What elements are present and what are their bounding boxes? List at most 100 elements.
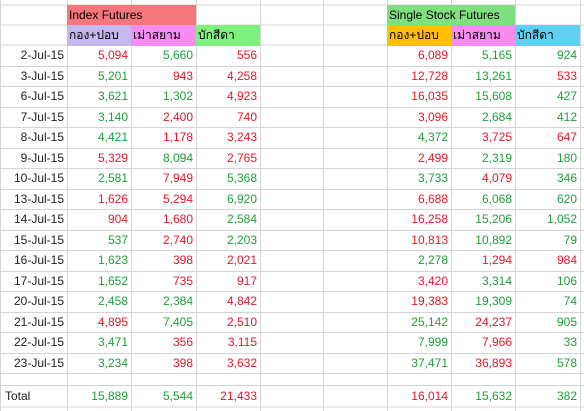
single-header-3[interactable]: บักสีดา xyxy=(515,25,580,46)
index-value-cell[interactable]: 2,740 xyxy=(162,232,193,247)
single-value-cell[interactable]: 2,278 xyxy=(417,253,448,267)
index-value-cell[interactable]: 5,094 xyxy=(97,48,128,62)
index-value-cell[interactable]: 2,765 xyxy=(226,150,257,165)
single-value-cell[interactable]: 36,893 xyxy=(475,355,512,370)
single-value-cell[interactable]: 19,383 xyxy=(411,294,448,308)
single-value-cell[interactable]: 13,261 xyxy=(475,68,512,83)
index-value-cell[interactable]: 7,405 xyxy=(162,314,193,329)
single-value-cell[interactable]: 533 xyxy=(556,68,577,83)
single-value-cell[interactable]: 37,471 xyxy=(411,355,448,370)
single-value-cell[interactable]: 3,420 xyxy=(417,273,448,288)
index-value-cell[interactable]: 4,842 xyxy=(226,294,257,308)
single-value-cell[interactable]: 16,258 xyxy=(411,212,448,226)
date-cell[interactable]: 15-Jul-15 xyxy=(13,232,64,247)
index-value-cell[interactable]: 3,243 xyxy=(226,130,257,144)
date-cell[interactable]: 13-Jul-15 xyxy=(13,191,64,206)
index-total-cell[interactable]: 21,433 xyxy=(220,389,257,403)
index-value-cell[interactable]: 2,510 xyxy=(226,314,257,329)
single-value-cell[interactable]: 7,966 xyxy=(481,335,512,349)
single-value-cell[interactable]: 7,999 xyxy=(417,335,448,349)
single-header-2[interactable]: เม่าสยาม xyxy=(451,25,515,46)
single-value-cell[interactable]: 578 xyxy=(556,355,577,370)
index-value-cell[interactable]: 5,201 xyxy=(97,68,128,83)
date-cell[interactable]: 17-Jul-15 xyxy=(13,273,64,288)
single-value-cell[interactable]: 2,319 xyxy=(481,150,512,165)
single-value-cell[interactable]: 984 xyxy=(556,253,577,267)
index-value-cell[interactable]: 356 xyxy=(172,335,193,349)
date-cell[interactable]: 9-Jul-15 xyxy=(20,150,64,165)
date-cell[interactable]: 20-Jul-15 xyxy=(13,294,64,308)
single-value-cell[interactable]: 25,142 xyxy=(411,314,448,329)
single-value-cell[interactable]: 5,165 xyxy=(481,48,512,62)
index-futures-group-header[interactable]: Index Futures xyxy=(67,5,196,26)
index-value-cell[interactable]: 6,920 xyxy=(226,191,257,206)
single-value-cell[interactable]: 15,206 xyxy=(475,212,512,226)
single-value-cell[interactable]: 33 xyxy=(563,335,577,349)
single-value-cell[interactable]: 4,079 xyxy=(481,171,512,185)
index-value-cell[interactable]: 943 xyxy=(172,68,193,83)
index-value-cell[interactable]: 4,421 xyxy=(97,130,128,144)
single-value-cell[interactable]: 1,052 xyxy=(546,212,577,226)
date-cell[interactable]: 10-Jul-15 xyxy=(13,171,64,185)
single-value-cell[interactable]: 10,892 xyxy=(475,232,512,247)
index-value-cell[interactable]: 4,895 xyxy=(97,314,128,329)
single-value-cell[interactable]: 106 xyxy=(556,273,577,288)
single-value-cell[interactable]: 2,499 xyxy=(417,150,448,165)
index-value-cell[interactable]: 735 xyxy=(172,273,193,288)
index-value-cell[interactable]: 2,400 xyxy=(162,109,193,124)
index-value-cell[interactable]: 740 xyxy=(236,109,257,124)
single-value-cell[interactable]: 3,725 xyxy=(481,130,512,144)
index-value-cell[interactable]: 7,949 xyxy=(162,171,193,185)
date-cell[interactable]: 22-Jul-15 xyxy=(13,335,64,349)
index-value-cell[interactable]: 537 xyxy=(107,232,128,247)
single-value-cell[interactable]: 6,068 xyxy=(481,191,512,206)
total-label[interactable]: Total xyxy=(5,389,31,403)
single-value-cell[interactable]: 412 xyxy=(556,109,577,124)
index-value-cell[interactable]: 5,368 xyxy=(226,171,257,185)
index-value-cell[interactable]: 904 xyxy=(107,212,128,226)
single-value-cell[interactable]: 16,035 xyxy=(411,89,448,103)
index-value-cell[interactable]: 1,623 xyxy=(97,253,128,267)
index-value-cell[interactable]: 3,471 xyxy=(97,335,128,349)
single-value-cell[interactable]: 6,089 xyxy=(417,48,448,62)
index-value-cell[interactable]: 5,329 xyxy=(97,150,128,165)
date-cell[interactable]: 7-Jul-15 xyxy=(20,109,64,124)
index-value-cell[interactable]: 2,584 xyxy=(226,212,257,226)
single-value-cell[interactable]: 4,372 xyxy=(417,130,448,144)
index-value-cell[interactable]: 398 xyxy=(172,253,193,267)
index-value-cell[interactable]: 5,294 xyxy=(162,191,193,206)
index-value-cell[interactable]: 1,652 xyxy=(97,273,128,288)
date-cell[interactable]: 23-Jul-15 xyxy=(13,355,64,370)
index-header-2[interactable]: เม่าสยาม xyxy=(131,25,196,46)
date-cell[interactable]: 8-Jul-15 xyxy=(20,130,64,144)
single-value-cell[interactable]: 180 xyxy=(556,150,577,165)
single-value-cell[interactable]: 620 xyxy=(556,191,577,206)
index-value-cell[interactable]: 4,258 xyxy=(226,68,257,83)
date-cell[interactable]: 3-Jul-15 xyxy=(20,68,64,83)
single-total-cell[interactable]: 382 xyxy=(556,389,577,403)
date-cell[interactable]: 14-Jul-15 xyxy=(13,212,64,226)
date-cell[interactable]: 2-Jul-15 xyxy=(20,48,64,62)
index-value-cell[interactable]: 3,115 xyxy=(227,335,257,349)
single-value-cell[interactable]: 6,688 xyxy=(417,191,448,206)
single-total-cell[interactable]: 16,014 xyxy=(411,389,448,403)
single-value-cell[interactable]: 647 xyxy=(556,130,577,144)
single-stock-futures-group-header[interactable]: Single Stock Futures xyxy=(387,5,515,26)
date-cell[interactable]: 21-Jul-15 xyxy=(13,314,64,329)
single-value-cell[interactable]: 3,096 xyxy=(417,109,448,124)
index-value-cell[interactable]: 1,178 xyxy=(162,130,193,144)
index-value-cell[interactable]: 2,021 xyxy=(226,253,257,267)
index-header-3[interactable]: บักสีดา xyxy=(196,25,260,46)
index-value-cell[interactable]: 1,626 xyxy=(97,191,128,206)
index-value-cell[interactable]: 2,203 xyxy=(226,232,257,247)
index-value-cell[interactable]: 8,094 xyxy=(162,150,193,165)
single-value-cell[interactable]: 3,314 xyxy=(481,273,512,288)
index-header-1[interactable]: กอง+ปอบ xyxy=(67,25,131,46)
single-value-cell[interactable]: 1,294 xyxy=(481,253,512,267)
single-value-cell[interactable]: 12,728 xyxy=(411,68,448,83)
single-total-cell[interactable]: 15,632 xyxy=(475,389,512,403)
single-value-cell[interactable]: 905 xyxy=(556,314,577,329)
index-value-cell[interactable]: 5,660 xyxy=(162,48,193,62)
date-cell[interactable]: 16-Jul-15 xyxy=(13,253,64,267)
single-value-cell[interactable]: 19,309 xyxy=(475,294,512,308)
